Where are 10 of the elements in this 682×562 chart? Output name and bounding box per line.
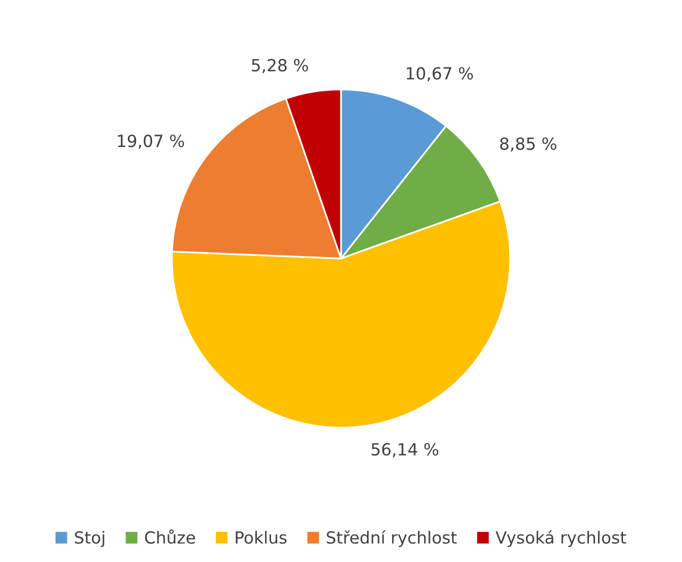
data-label: 8,85 % bbox=[500, 137, 556, 152]
legend-label: Chůze bbox=[145, 529, 195, 544]
data-label: 10,67 % bbox=[406, 67, 473, 82]
data-label: 19,07 % bbox=[118, 134, 184, 149]
data-label: 5,28 % bbox=[252, 58, 308, 74]
legend-label: Poklus bbox=[236, 530, 287, 544]
data-label: 56,14 % bbox=[372, 443, 438, 458]
legend-label: Vysoká rychlost bbox=[496, 530, 626, 547]
legend-label: Střední rychlost bbox=[326, 530, 457, 547]
legend-label: Stoj bbox=[74, 530, 104, 547]
